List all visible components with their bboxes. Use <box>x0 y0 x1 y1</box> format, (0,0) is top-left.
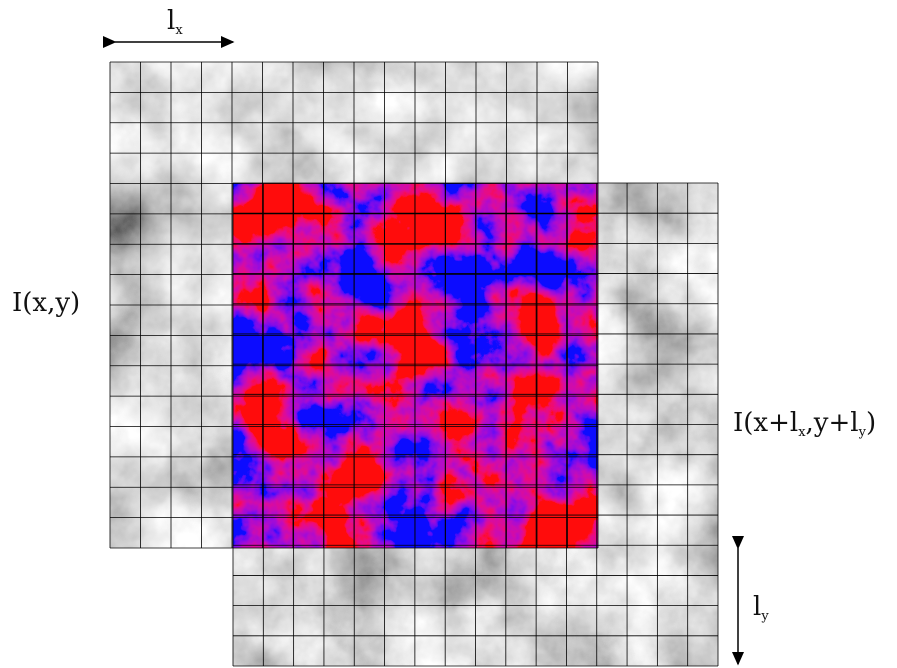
shifted-image-label: I(x+lx,y+ly) <box>733 408 877 440</box>
original-image-label: I(x,y) <box>12 288 81 318</box>
shift-x-label: lx <box>167 6 183 38</box>
shift-y-label: ly <box>753 592 769 624</box>
grid-shifted <box>232 182 719 667</box>
